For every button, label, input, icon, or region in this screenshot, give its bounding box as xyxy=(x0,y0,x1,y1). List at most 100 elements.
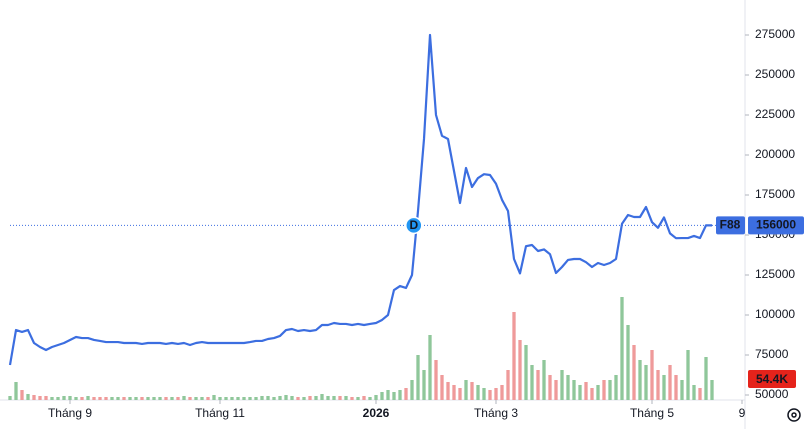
volume-bar xyxy=(506,370,510,400)
volume-bar xyxy=(566,375,570,400)
volume-bar xyxy=(302,397,306,400)
volume-bar xyxy=(146,397,150,400)
x-tick-label: 2026 xyxy=(363,406,390,420)
volume-bar xyxy=(524,345,528,400)
volume-bar xyxy=(272,397,276,400)
volume-bar xyxy=(356,397,360,400)
volume-bar xyxy=(512,312,516,400)
volume-bar xyxy=(32,395,36,400)
volume-bar xyxy=(560,370,564,400)
volume-bar xyxy=(656,370,660,400)
volume-bar xyxy=(20,390,24,400)
volume-bar xyxy=(596,385,600,400)
volume-bar xyxy=(212,395,216,400)
volume-label: 54.4K xyxy=(756,372,788,386)
x-tick-label: Tháng 3 xyxy=(474,406,518,420)
volume-bar xyxy=(92,397,96,400)
volume-bar xyxy=(704,357,708,400)
volume-bar xyxy=(326,396,330,400)
volume-bar xyxy=(38,396,42,400)
volume-bar xyxy=(710,380,714,400)
volume-bar xyxy=(278,396,282,400)
x-tick-label: Tháng 11 xyxy=(195,406,245,420)
annotation-marker xyxy=(405,216,423,235)
x-tick-label: Tháng 5 xyxy=(630,406,674,420)
x-tick-label: Tháng 9 xyxy=(48,406,92,420)
volume-bar xyxy=(236,397,240,400)
y-tick-label: 200000 xyxy=(755,147,795,161)
volume-bar xyxy=(680,380,684,400)
volume-bar xyxy=(74,397,78,400)
volume-bar xyxy=(206,397,210,400)
annotation-text: D xyxy=(409,218,418,232)
volume-bar xyxy=(476,385,480,400)
volume-bar xyxy=(218,397,222,400)
volume-bar xyxy=(200,397,204,400)
volume-bar xyxy=(344,396,348,400)
volume-bar xyxy=(284,395,288,400)
volume-bar xyxy=(410,380,414,400)
volume-bar xyxy=(332,396,336,400)
y-tick-label: 275000 xyxy=(755,27,795,41)
volume-bar xyxy=(554,380,558,400)
volume-bar xyxy=(500,385,504,400)
y-tick-label: 175000 xyxy=(755,187,795,201)
volume-bar xyxy=(350,397,354,400)
volume-bar xyxy=(80,397,84,400)
volume-bar xyxy=(620,297,624,400)
volume-bar xyxy=(458,388,462,400)
settings-icon[interactable] xyxy=(787,408,801,422)
last-price-box xyxy=(748,216,804,235)
series-name-box xyxy=(716,216,745,235)
volume-bar xyxy=(44,396,48,400)
volume-bar xyxy=(134,397,138,400)
volume-bar xyxy=(692,385,696,400)
volume-bar xyxy=(698,388,702,400)
volume-bar xyxy=(674,375,678,400)
y-tick-label: 250000 xyxy=(755,67,795,81)
volume-bar xyxy=(416,355,420,400)
volume-bar xyxy=(158,397,162,400)
volume-bar xyxy=(632,345,636,400)
volume-bar xyxy=(542,360,546,400)
volume-bar xyxy=(386,390,390,400)
volume-bar xyxy=(122,397,126,400)
volume-bar xyxy=(452,385,456,400)
volume-bar xyxy=(662,375,666,400)
volume-bar xyxy=(614,375,618,400)
volume-bar xyxy=(392,392,396,400)
volume-bar xyxy=(374,395,378,400)
volume-bar xyxy=(518,340,522,400)
volume-bar xyxy=(602,380,606,400)
volume-bar xyxy=(176,397,180,400)
y-tick-label: 100000 xyxy=(755,307,795,321)
volume-bar xyxy=(440,375,444,400)
y-tick-label: 125000 xyxy=(755,267,795,281)
volume-bar xyxy=(320,394,324,400)
volume-bar xyxy=(404,388,408,400)
x-tick-label: 9 xyxy=(739,406,746,420)
volume-bar xyxy=(428,335,432,400)
volume-bar xyxy=(242,397,246,400)
volume-bar xyxy=(368,397,372,400)
volume-bar xyxy=(362,396,366,400)
settings-icon-center xyxy=(791,412,797,418)
volume-bar xyxy=(260,396,264,400)
volume-bar xyxy=(548,375,552,400)
volume-bar xyxy=(488,390,492,400)
volume-bar xyxy=(86,396,90,400)
volume-bar xyxy=(170,397,174,400)
volume-bar xyxy=(644,365,648,400)
volume-bar xyxy=(536,370,540,400)
volume-bar xyxy=(188,397,192,400)
last-price-label: 156000 xyxy=(756,218,796,232)
volume-bar xyxy=(380,392,384,400)
volume-bar xyxy=(8,396,12,400)
volume-bar xyxy=(650,350,654,400)
volume-bar xyxy=(338,396,342,400)
volume-bar xyxy=(164,397,168,400)
volume-bar xyxy=(248,397,252,400)
settings-button[interactable] xyxy=(787,408,801,422)
volume-bar xyxy=(470,382,474,400)
